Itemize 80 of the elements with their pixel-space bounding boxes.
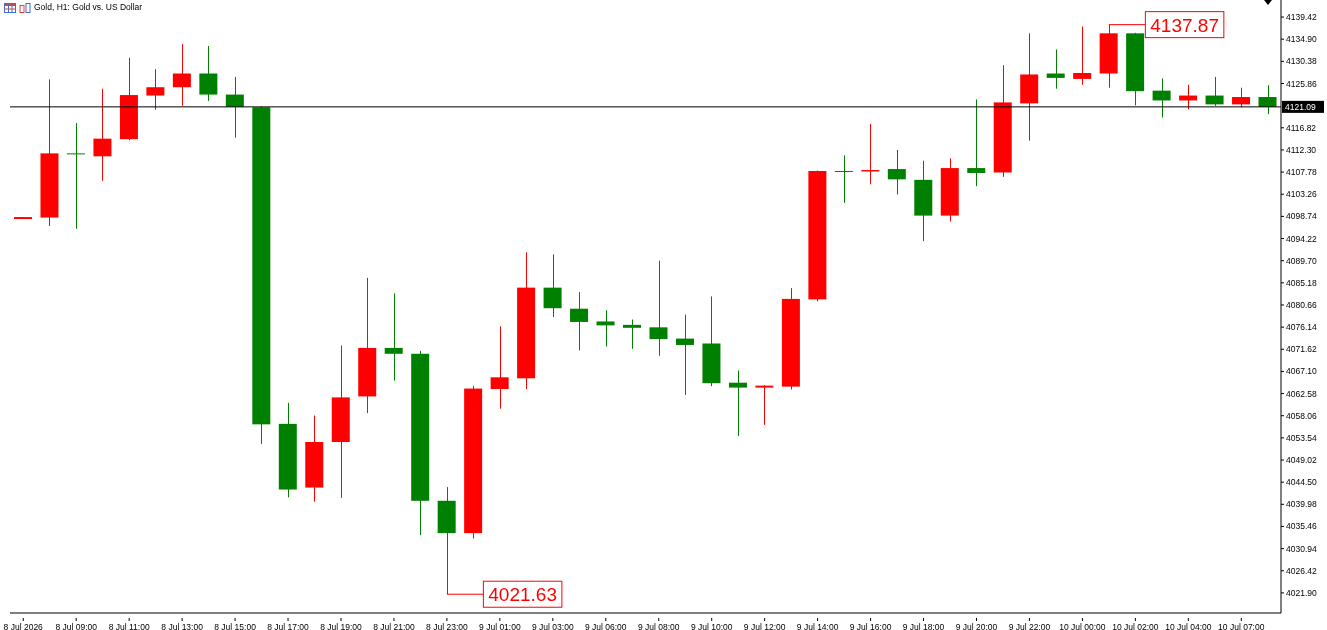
ref-line-label: 4121.09 bbox=[1285, 101, 1316, 112]
candlestick bbox=[675, 314, 694, 396]
x-tick-label: 9 Jul 10:00 bbox=[690, 622, 733, 630]
x-tick-label: 8 Jul 17:00 bbox=[267, 622, 310, 630]
candlestick bbox=[570, 291, 589, 351]
x-tick-label: 8 Jul 11:00 bbox=[108, 622, 150, 630]
candlestick bbox=[1046, 48, 1065, 90]
y-tick-label: 4085.18 bbox=[1286, 277, 1317, 288]
x-tick-label: 8 Jul 2026 bbox=[3, 622, 44, 630]
y-tick-label: 4134.90 bbox=[1286, 34, 1317, 45]
y-tick-label: 4139.42 bbox=[1286, 12, 1317, 23]
y-tick-label: 4053.54 bbox=[1286, 432, 1317, 443]
y-tick-label: 4039.98 bbox=[1286, 499, 1317, 510]
y-tick-label: 4094.22 bbox=[1286, 233, 1317, 244]
candlestick bbox=[543, 253, 562, 318]
y-tick-label: 4058.06 bbox=[1286, 410, 1317, 421]
candlestick bbox=[755, 384, 774, 426]
x-tick-label: 8 Jul 21:00 bbox=[373, 622, 416, 630]
x-tick-label: 9 Jul 16:00 bbox=[849, 622, 892, 630]
x-tick-label: 10 Jul 02:00 bbox=[1112, 622, 1159, 630]
annotation: 4137.87 bbox=[1150, 14, 1219, 36]
y-tick-label: 4130.38 bbox=[1286, 56, 1317, 67]
x-tick-label: 8 Jul 19:00 bbox=[320, 622, 363, 630]
candlestick bbox=[66, 122, 85, 230]
candlestick bbox=[384, 293, 403, 382]
y-tick-label: 4098.74 bbox=[1286, 211, 1317, 222]
x-tick-label: 9 Jul 12:00 bbox=[743, 622, 786, 630]
y-tick-label: 4030.94 bbox=[1286, 543, 1317, 554]
candlestick bbox=[834, 154, 853, 204]
y-tick-label: 4026.42 bbox=[1286, 565, 1317, 576]
y-tick-label: 4107.78 bbox=[1286, 167, 1317, 178]
y-tick-label: 4044.50 bbox=[1286, 477, 1317, 488]
candlestick bbox=[490, 325, 509, 410]
x-tick-label: 8 Jul 15:00 bbox=[214, 622, 257, 630]
y-tick-label: 4035.46 bbox=[1286, 521, 1317, 532]
candlestick bbox=[93, 88, 112, 182]
candlestick bbox=[146, 68, 165, 111]
x-tick-label: 10 Jul 04:00 bbox=[1165, 622, 1212, 630]
candlestick bbox=[728, 369, 747, 437]
y-tick-label: 4021.90 bbox=[1286, 587, 1317, 598]
x-tick-label: 9 Jul 18:00 bbox=[902, 622, 945, 630]
chart-title: Gold, H1: Gold vs. US Dollar bbox=[34, 2, 143, 13]
y-tick-label: 4067.10 bbox=[1286, 366, 1317, 377]
candlestick bbox=[225, 76, 244, 139]
x-tick-label: 8 Jul 09:00 bbox=[55, 622, 98, 630]
candlestick bbox=[861, 123, 880, 185]
x-tick-label: 9 Jul 03:00 bbox=[532, 622, 574, 630]
y-tick-label: 4076.14 bbox=[1286, 322, 1317, 333]
y-tick-label: 4089.70 bbox=[1286, 255, 1317, 266]
y-tick-label: 4112.30 bbox=[1286, 144, 1317, 155]
x-tick-label: 9 Jul 22:00 bbox=[1008, 622, 1051, 630]
candlestick bbox=[172, 43, 191, 107]
candlestick bbox=[1205, 76, 1224, 107]
y-tick-label: 4049.02 bbox=[1286, 455, 1317, 466]
y-tick-label: 4080.66 bbox=[1286, 300, 1317, 310]
candlestick bbox=[967, 98, 986, 187]
x-tick-label: 10 Jul 07:00 bbox=[1218, 622, 1265, 630]
x-tick-label: 9 Jul 08:00 bbox=[637, 622, 680, 630]
candlestick bbox=[1073, 25, 1092, 86]
candlestick bbox=[596, 309, 615, 347]
candlestick bbox=[623, 318, 642, 350]
y-tick-label: 4071.62 bbox=[1286, 344, 1317, 355]
x-tick-label: 8 Jul 13:00 bbox=[161, 622, 204, 630]
candlestick bbox=[649, 260, 668, 357]
x-tick-label: 9 Jul 06:00 bbox=[584, 622, 627, 630]
x-tick-label: 8 Jul 23:00 bbox=[426, 622, 468, 630]
candlestick bbox=[1152, 77, 1171, 119]
candlestick bbox=[887, 149, 906, 196]
candlestick bbox=[199, 45, 218, 102]
y-tick-label: 4062.58 bbox=[1286, 388, 1317, 399]
y-tick-label: 4103.26 bbox=[1286, 189, 1317, 200]
x-tick-label: 10 Jul 00:00 bbox=[1059, 622, 1106, 630]
y-tick-label: 4125.86 bbox=[1286, 78, 1317, 89]
x-tick-label: 9 Jul 14:00 bbox=[796, 622, 839, 630]
candlestick bbox=[1258, 84, 1277, 115]
annotation: 4021.63 bbox=[488, 584, 557, 606]
y-tick-label: 4116.82 bbox=[1286, 122, 1317, 133]
candlestick bbox=[1232, 87, 1251, 108]
x-tick-label: 9 Jul 20:00 bbox=[955, 622, 998, 630]
x-tick-label: 9 Jul 01:00 bbox=[479, 622, 521, 630]
